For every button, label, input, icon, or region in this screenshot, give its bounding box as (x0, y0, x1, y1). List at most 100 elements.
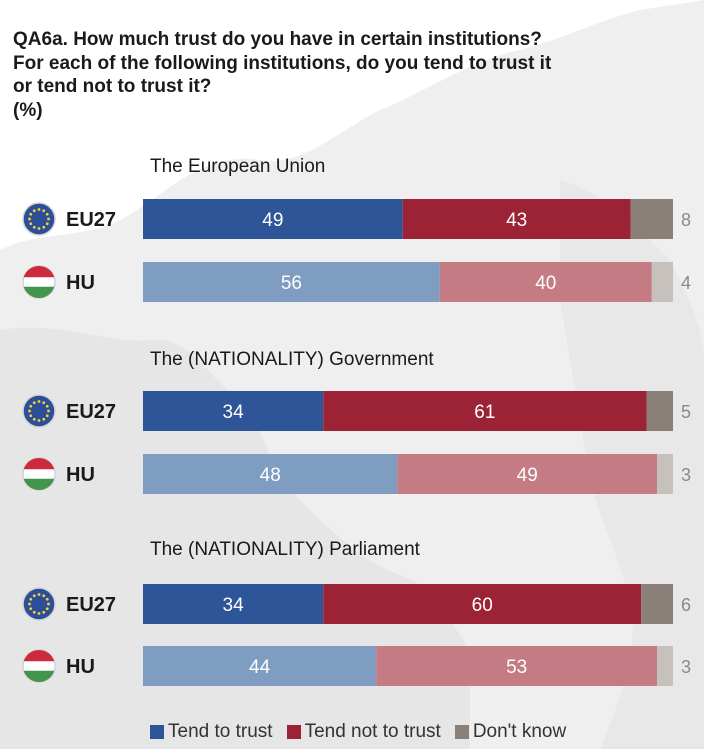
data-label: 40 (535, 273, 556, 294)
eu-flag-star (45, 607, 49, 611)
bar-segment-not-trust (402, 199, 631, 239)
hungary-flag-green-stripe (23, 478, 55, 491)
data-label: 3 (681, 465, 691, 485)
eu-flag-star (47, 409, 50, 413)
bar-segment-not-trust (397, 454, 658, 494)
legend-item-dont-know: Don't know (454, 721, 567, 743)
eu-flag-star (32, 594, 36, 598)
title-line: or tend not to trust it? (13, 76, 212, 97)
eu-flag-star (42, 610, 46, 614)
eu-flag-icon (22, 394, 56, 428)
legend-swatch (454, 725, 469, 739)
eu-flag-star (37, 593, 41, 596)
eu-flag-star (28, 602, 31, 606)
eu-flag-star (45, 414, 49, 418)
legend: Tend to trust Tend not to trust Don't kn… (150, 720, 580, 744)
eu-flag-star (29, 607, 33, 611)
eu-flag-star (37, 400, 41, 403)
eu-flag-star (42, 209, 46, 213)
bar-segment-trust (143, 454, 398, 494)
data-label: 34 (223, 402, 245, 423)
eu-flag-star (28, 409, 31, 413)
map-landmass-shape (0, 327, 470, 749)
data-label: 49 (517, 465, 538, 486)
data-label: 6 (681, 595, 691, 615)
eu-flag-star (45, 222, 49, 226)
legend-swatch (150, 725, 164, 739)
bar-segment-not-trust (323, 584, 642, 624)
eu-flag-star (45, 212, 49, 216)
eu-flag-star (29, 404, 33, 408)
bar-segment-not-trust (376, 646, 658, 686)
eu-flag-star (42, 417, 46, 421)
chart-title: QA6a. How much trust do you have in cert… (13, 28, 653, 122)
title-line: QA6a. How much trust do you have in cert… (13, 29, 542, 50)
data-label: 5 (681, 402, 691, 422)
hungary-flag-green-stripe (23, 286, 55, 299)
legend-label: Tend not to trust (304, 721, 441, 742)
bar-segment-trust (143, 391, 324, 431)
bar-segment-dont-know (651, 262, 673, 302)
eu-flag-star (37, 612, 41, 615)
legend-item-not-trust: Tend not to trust (286, 721, 441, 743)
eu-flag-star (42, 594, 46, 598)
data-label: 60 (472, 595, 493, 616)
data-label: 49 (262, 210, 283, 231)
title-line: (%) (13, 99, 43, 121)
data-label: 3 (681, 657, 691, 677)
bar-segment-trust (143, 262, 440, 302)
eu-flag-star (32, 401, 36, 405)
eu-flag-star (47, 602, 50, 606)
hungary-flag-red-stripe (23, 265, 55, 278)
group-title: The European Union (150, 156, 325, 177)
eu-flag-star (37, 227, 41, 230)
eu-flag-star (29, 222, 33, 226)
data-label: 34 (223, 595, 245, 616)
eu-flag-star (32, 610, 36, 614)
legend-item-trust: Tend to trust (150, 721, 273, 743)
bar-segment-trust (143, 199, 403, 239)
eu-flag-star (32, 417, 36, 421)
group-title: The (NATIONALITY) Government (150, 349, 434, 370)
bar-segment-trust (143, 646, 377, 686)
data-label: 8 (681, 210, 691, 230)
data-label: 4 (681, 273, 691, 293)
eu-flag-star (45, 404, 49, 408)
group-title: The (NATIONALITY) Parliament (150, 539, 421, 560)
legend-swatch (286, 725, 301, 739)
row-label: HU (66, 656, 95, 678)
eu-flag-star (29, 414, 33, 418)
data-label: 43 (506, 210, 527, 231)
legend-label: Don't know (472, 721, 567, 742)
eu-flag-star (29, 212, 33, 216)
hungary-flag-red-stripe (23, 649, 55, 662)
eu-flag-star (45, 597, 49, 601)
legend-label: Tend to trust (168, 721, 273, 742)
eu-flag-icon (22, 587, 56, 621)
bar-segment-dont-know (657, 646, 673, 686)
row-label: EU27 (66, 594, 116, 616)
hungary-flag-green-stripe (23, 670, 55, 683)
row-label: HU (66, 464, 95, 486)
bar-segment-not-trust (439, 262, 652, 302)
eu-flag-star (42, 225, 46, 229)
eu-flag-star (37, 419, 41, 422)
bar-segment-trust (143, 584, 324, 624)
bar-segment-dont-know (646, 391, 673, 431)
data-label: 61 (474, 402, 495, 423)
data-label: 56 (281, 273, 302, 294)
bar-segment-dont-know (630, 199, 673, 239)
row-label: EU27 (66, 209, 116, 231)
row-label: HU (66, 272, 95, 294)
data-label: 48 (260, 465, 281, 486)
eu-flag-star (32, 225, 36, 229)
eu-flag-star (47, 217, 50, 221)
eu-flag-star (29, 597, 33, 601)
hungary-flag-red-stripe (23, 457, 55, 470)
eu-flag-star (42, 401, 46, 405)
title-line: For each of the following institutions, … (13, 52, 552, 74)
data-label: 53 (506, 657, 527, 678)
eu-flag-star (37, 208, 41, 211)
bar-segment-dont-know (641, 584, 673, 624)
